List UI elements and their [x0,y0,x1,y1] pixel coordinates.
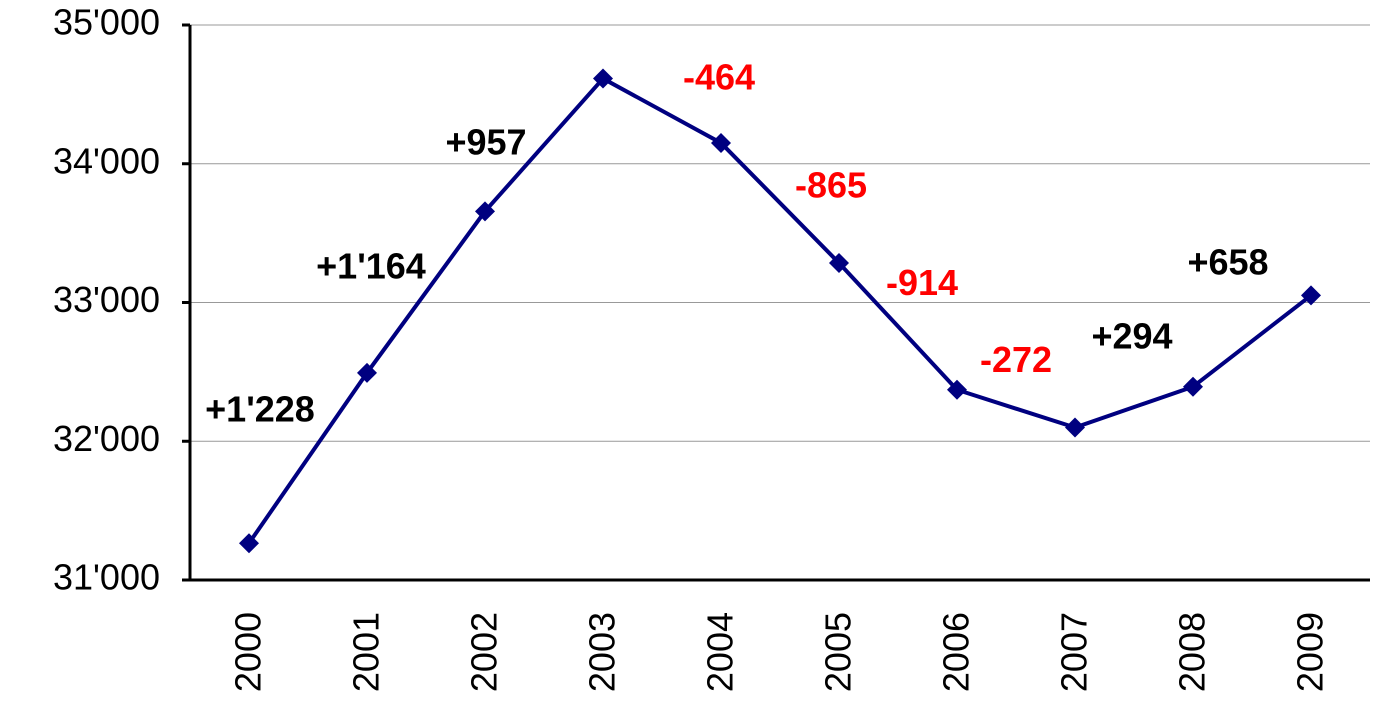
y-tick-label: 34'000 [53,140,160,181]
point-marker [711,132,731,153]
y-tick-label: 33'000 [53,279,160,320]
point-marker [1183,376,1203,397]
series-line [247,76,1313,545]
annotation: +957 [445,121,526,162]
x-tick-label: 2000 [228,612,269,692]
x-tick-label: 2001 [346,612,387,692]
x-tick-label: 2004 [700,612,741,692]
point-marker [1065,417,1085,438]
point-marker [947,379,967,400]
point-marker [475,201,495,222]
y-tick-label: 35'000 [53,2,160,43]
annotation: +658 [1187,242,1268,283]
x-tick-label: 2006 [936,612,977,692]
annotation: +294 [1091,316,1172,357]
annotation: +1'164 [316,246,426,287]
x-tick-label: 2003 [582,612,623,692]
point-marker [829,252,849,273]
point-marker [239,533,259,554]
x-tick-label: 2002 [464,612,505,692]
y-tick-label: 32'000 [53,418,160,459]
annotation: -464 [683,56,755,97]
point-marker [1301,285,1321,306]
x-tick-label: 2007 [1054,612,1095,692]
point-marker [357,362,377,383]
x-tick-label: 2005 [818,612,859,692]
x-tick-label: 2009 [1290,612,1331,692]
annotation: -272 [980,339,1052,380]
x-tick-label: 2008 [1172,612,1213,692]
annotation: -914 [886,262,958,303]
point-marker [593,68,613,89]
annotation: -865 [795,164,867,205]
y-tick-label: 31'000 [53,557,160,598]
annotation: +1'228 [205,389,315,430]
